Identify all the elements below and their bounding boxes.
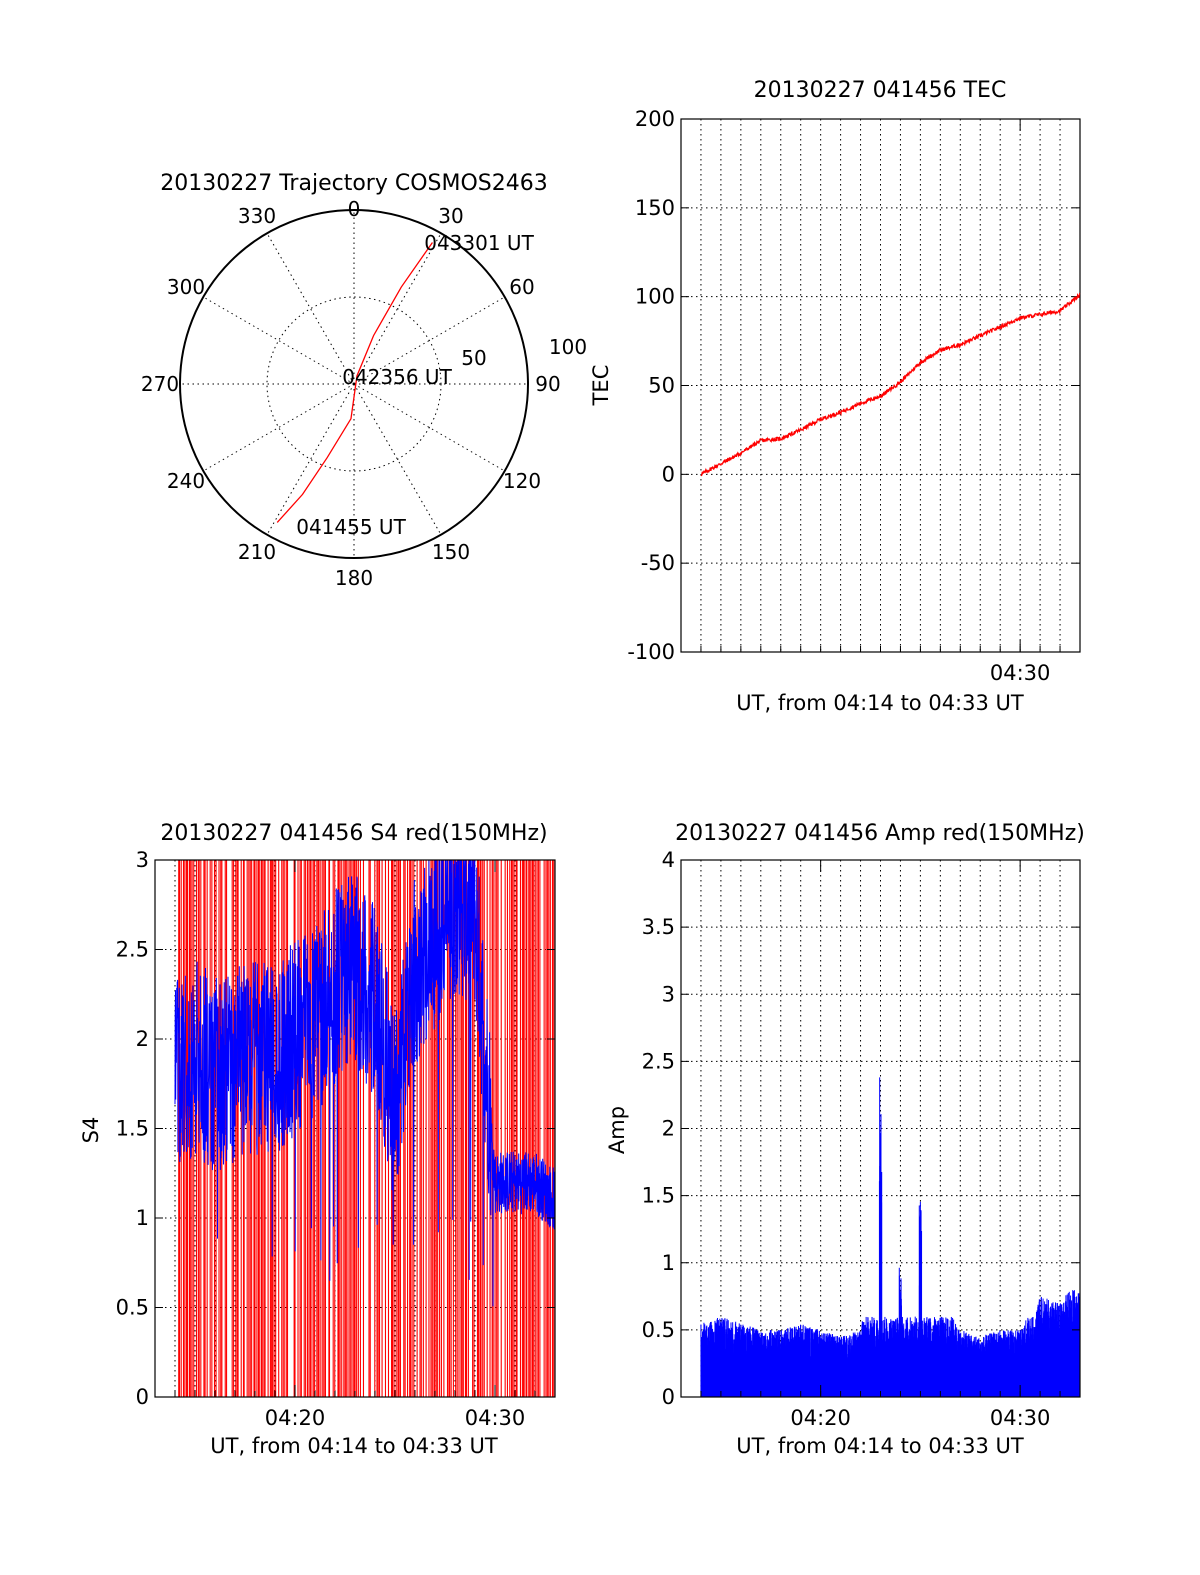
polar-time-annotation: 042356 UT xyxy=(342,365,452,389)
tec-x-ticks: 04:30 xyxy=(700,119,1061,685)
polar-grid xyxy=(180,210,528,558)
polar-grid-spoke xyxy=(266,383,355,535)
y-tick-label: 0.5 xyxy=(642,1318,675,1342)
polar-grid-spoke xyxy=(353,233,442,385)
s4-y-ticks: 3 2.5 2 1.5 1 0.5 0 xyxy=(116,848,555,1409)
y-tick-label: 1.5 xyxy=(116,1117,149,1141)
amp-x-ticks: 04:20 04:30 xyxy=(700,860,1061,1430)
y-tick-label: 1 xyxy=(136,1206,149,1230)
amp-title: 20130227 041456 Amp red(150MHz) xyxy=(675,821,1085,846)
tec-plot: 20130227 041456 TEC 200150100500-50-100 … xyxy=(589,78,1081,715)
polar-azimuth-label: 270 xyxy=(141,372,179,396)
polar-azimuth-label: 210 xyxy=(238,540,276,564)
polar-grid-spoke xyxy=(203,383,355,472)
y-tick-label: 3.5 xyxy=(642,915,675,939)
x-tick-label: 04:20 xyxy=(265,1406,326,1430)
x-tick-label: 04:30 xyxy=(465,1406,526,1430)
polar-grid-spoke xyxy=(353,383,442,535)
polar-azimuth-label: 0 xyxy=(348,197,361,221)
polar-trajectory-line xyxy=(276,242,433,523)
amp-y-ticks: 4 3.5 3 2.5 2 1.5 1 0.5 0 xyxy=(642,848,1080,1409)
y-tick-label: 2.5 xyxy=(642,1049,675,1073)
polar-title: 20130227 Trajectory COSMOS2463 xyxy=(160,171,547,196)
s4-plot: 20130227 041456 S4 red(150MHz) 3 2.5 2 1.5 1… xyxy=(79,821,556,1458)
s4-x-ticks: 04:20 04:30 xyxy=(174,860,536,1430)
polar-outer-circle xyxy=(179,209,529,559)
polar-grid-spoke xyxy=(353,296,505,385)
polar-azimuth-labels: 0 30 60 90 120 150 180 210 240 270 300 330 xyxy=(141,197,561,590)
polar-azimuth-label: 240 xyxy=(167,469,205,493)
polar-azimuth-label: 330 xyxy=(238,204,276,228)
y-tick-label: 0 xyxy=(662,1385,675,1409)
polar-grid-circle xyxy=(266,296,442,472)
x-tick-label: 04:20 xyxy=(790,1406,851,1430)
tec-x-label: UT, from 04:14 to 04:33 UT xyxy=(736,691,1024,715)
y-tick-label: 2 xyxy=(662,1117,675,1141)
amp-series xyxy=(700,1077,1081,1397)
tec-title: 20130227 041456 TEC xyxy=(754,78,1007,103)
tec-line xyxy=(700,292,1081,477)
y-tick-label: 0 xyxy=(662,462,675,486)
polar-grid-spoke xyxy=(266,233,355,385)
polar-trajectory-series xyxy=(276,242,433,523)
polar-radius-label: 50 xyxy=(461,346,486,370)
y-tick-label: 100 xyxy=(635,285,675,309)
y-tick-label: 3 xyxy=(136,848,149,872)
polar-azimuth-label: 60 xyxy=(509,275,534,299)
polar-azimuth-label: 90 xyxy=(535,372,560,396)
polar-time-annotations: 041455 UT 042356 UT 043301 UT xyxy=(296,231,534,539)
y-tick-label: 0.5 xyxy=(116,1296,149,1320)
x-tick-label: 04:30 xyxy=(990,661,1051,685)
polar-azimuth-label: 30 xyxy=(438,204,463,228)
s4-blue-series xyxy=(174,859,556,1307)
polar-azimuth-label: 150 xyxy=(432,540,470,564)
y-tick-label: 4 xyxy=(662,848,675,872)
y-tick-label: 200 xyxy=(635,107,675,131)
y-tick-label: 2 xyxy=(136,1027,149,1051)
tec-series xyxy=(700,292,1081,477)
polar-time-annotation: 041455 UT xyxy=(296,515,406,539)
s4-title: 20130227 041456 S4 red(150MHz) xyxy=(160,821,547,846)
y-tick-label: 150 xyxy=(635,196,675,220)
polar-azimuth-label: 300 xyxy=(167,275,205,299)
y-tick-label: 3 xyxy=(662,982,675,1006)
amp-x-label: UT, from 04:14 to 04:33 UT xyxy=(736,1434,1024,1458)
y-tick-label: -100 xyxy=(627,640,675,664)
polar-radius-label: 100 xyxy=(549,335,587,359)
y-tick-label: 50 xyxy=(648,374,675,398)
tec-grid xyxy=(681,119,1080,652)
amp-plot: 20130227 041456 Amp red(150MHz) 4 3.5 3 2.5… xyxy=(605,821,1085,1458)
polar-radius-labels: 50 100 xyxy=(461,335,587,370)
y-tick-label: 1 xyxy=(662,1251,675,1275)
polar-trajectory-plot: 20130227 Trajectory COSMOS2463 0 30 60 90 12… xyxy=(141,171,587,590)
y-tick-label: -50 xyxy=(641,551,675,575)
polar-azimuth-label: 120 xyxy=(503,469,541,493)
polar-time-annotation: 043301 UT xyxy=(424,231,534,255)
x-tick-label: 04:30 xyxy=(990,1406,1051,1430)
polar-azimuth-label: 180 xyxy=(335,566,373,590)
y-tick-label: 1.5 xyxy=(642,1184,675,1208)
polar-grid-spoke xyxy=(203,296,355,385)
y-tick-label: 0 xyxy=(136,1385,149,1409)
tec-y-label: TEC xyxy=(589,365,613,407)
s4-x-label: UT, from 04:14 to 04:33 UT xyxy=(210,1434,498,1458)
tec-y-ticks: 200 150 100 50 0 -50 -100 xyxy=(627,107,1080,664)
amp-y-label: Amp xyxy=(605,1106,629,1154)
s4-y-label: S4 xyxy=(79,1117,103,1144)
y-tick-label: 2.5 xyxy=(116,938,149,962)
s4-blue-line xyxy=(174,859,556,1307)
polar-grid-spoke xyxy=(353,383,505,472)
